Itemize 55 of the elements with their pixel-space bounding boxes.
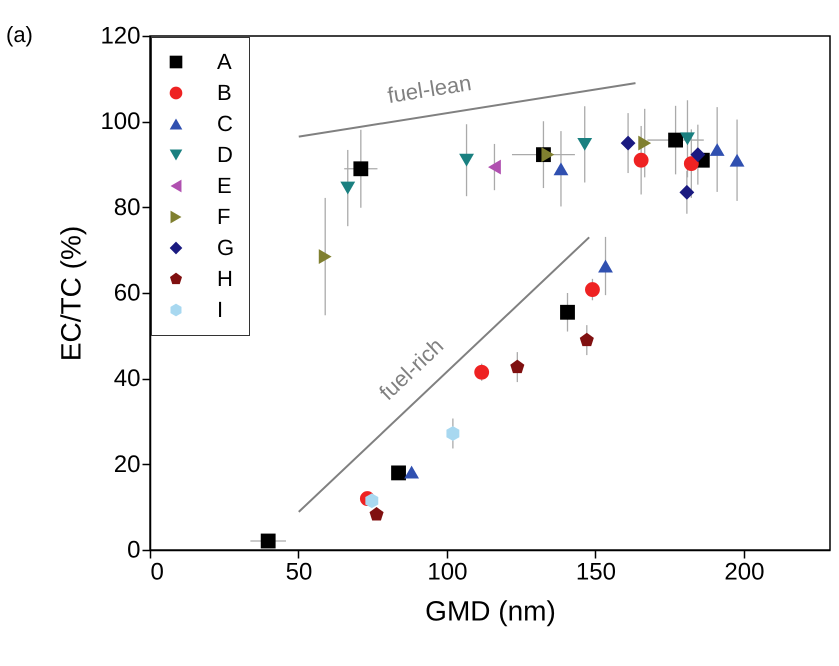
point: [353, 161, 368, 176]
point: [404, 466, 420, 478]
point: [577, 138, 592, 151]
point: [684, 156, 699, 172]
point: [638, 136, 652, 150]
point: [560, 304, 575, 320]
text: fuel-lean: [386, 70, 473, 108]
point: [730, 154, 744, 167]
x-axis-title: GMD (nm): [425, 596, 556, 626]
point: [541, 147, 554, 162]
y-axis-title: EC/TC (%): [55, 226, 86, 362]
point: [340, 182, 356, 194]
x-tick-label: 50: [286, 558, 312, 586]
x-tick-label: 100: [427, 558, 468, 586]
chart-title: (a): [6, 22, 33, 48]
point: [446, 426, 460, 441]
legend-label: I: [217, 297, 224, 322]
legend-label: H: [217, 266, 233, 291]
x-tick-label: 200: [724, 558, 764, 586]
x-tick-label: 150: [576, 558, 616, 586]
point: [318, 249, 332, 264]
point: [474, 364, 490, 380]
point: [459, 154, 474, 167]
point: [585, 282, 600, 297]
y-tick-label: 60: [114, 280, 140, 306]
point: [510, 360, 524, 374]
point: [580, 332, 594, 346]
point: [554, 162, 568, 176]
legend-label: E: [217, 173, 232, 198]
point: [668, 132, 684, 148]
point: [488, 160, 501, 174]
legend-label: F: [217, 204, 230, 229]
y-tick-label: 120: [100, 22, 140, 50]
y-tick-label: 0: [127, 536, 140, 564]
y-tick-label: 100: [100, 108, 140, 136]
legend-label: A: [217, 49, 232, 74]
legend-label: B: [217, 80, 232, 105]
point: [680, 132, 695, 146]
y-tick-label: 80: [114, 194, 140, 221]
point: [690, 147, 706, 162]
point: [710, 143, 725, 156]
y-tick-label: 40: [114, 365, 140, 392]
legend-label: D: [217, 142, 233, 167]
point: [260, 534, 276, 548]
point: [634, 152, 649, 168]
point: [679, 184, 694, 200]
legend-label: C: [217, 111, 233, 136]
legend-label: G: [217, 235, 234, 260]
point: [598, 260, 613, 272]
point: [620, 136, 636, 150]
point: [370, 507, 384, 520]
x-tick-label: 0: [150, 558, 164, 586]
point: [391, 465, 406, 480]
y-tick-label: 20: [114, 450, 140, 478]
point: [365, 493, 378, 508]
